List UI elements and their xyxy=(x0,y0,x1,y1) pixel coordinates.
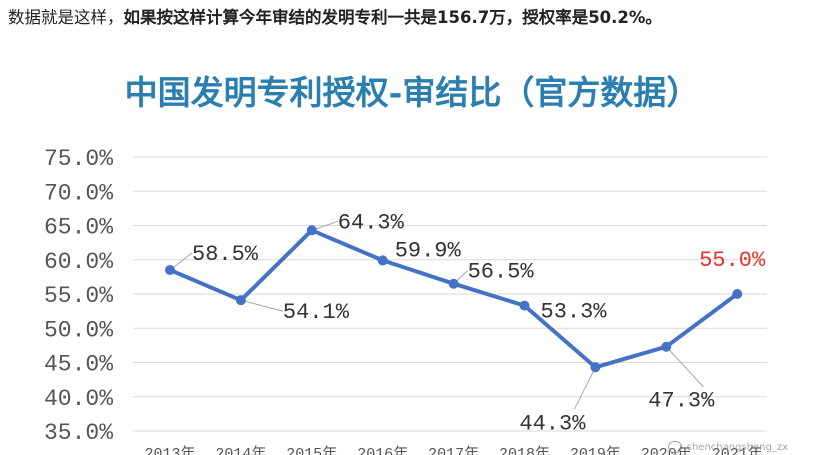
y-tick-label: 55.0% xyxy=(44,283,113,309)
x-tick-label: 2020年 xyxy=(641,445,692,455)
data-label: 53.3% xyxy=(541,300,608,325)
data-point xyxy=(590,362,601,373)
data-point xyxy=(448,278,459,289)
y-tick-label: 60.0% xyxy=(44,249,113,275)
chart-title: 中国发明专利授权-审结比（官方数据） xyxy=(125,73,700,112)
data-markers xyxy=(165,225,743,373)
intro-paragraph: 数据就是这样，如果按这样计算今年审结的发明专利一共是156.7万，授权率是50.… xyxy=(8,4,820,31)
leader-line xyxy=(240,299,284,312)
intro-normal-text: 数据就是这样， xyxy=(8,8,124,27)
x-tick-label: 2019年 xyxy=(570,445,621,455)
y-tick-label: 75.0% xyxy=(44,146,113,172)
leader-line xyxy=(665,346,704,388)
x-tick-label: 2013年 xyxy=(144,445,195,455)
y-tick-label: 50.0% xyxy=(44,317,113,343)
x-tick-label: 2014年 xyxy=(215,445,266,455)
data-point xyxy=(519,300,530,311)
leader-line xyxy=(573,367,596,410)
data-point xyxy=(165,265,175,276)
data-label: 64.3% xyxy=(338,210,405,235)
y-tick-label: 45.0% xyxy=(44,352,113,378)
y-tick-label: 70.0% xyxy=(44,180,113,206)
intro-bold-text: 如果按这样计算今年审结的发明专利一共是156.7万，授权率是50.2%。 xyxy=(123,8,662,27)
data-label: 56.5% xyxy=(468,260,535,285)
gridlines xyxy=(133,156,767,432)
data-point xyxy=(235,295,246,306)
watermark-text: chenchangsheng_zx xyxy=(686,441,788,453)
watermark: chenchangsheng_zx xyxy=(668,441,788,453)
data-label: 47.3% xyxy=(648,389,715,414)
wechat-icon xyxy=(668,441,683,453)
x-tick-label: 2018年 xyxy=(499,445,550,455)
data-point xyxy=(377,255,388,266)
data-label: 58.5% xyxy=(192,242,259,267)
y-tick-label: 40.0% xyxy=(44,386,113,412)
x-tick-label: 2015年 xyxy=(286,445,337,455)
data-point xyxy=(661,341,672,352)
x-tick-label: 2016年 xyxy=(357,445,408,455)
data-point xyxy=(306,225,317,236)
x-tick-label: 2017年 xyxy=(428,445,479,455)
data-labels: 58.5% 54.1% 64.3% 59.9%56.5%53.3% 44.3% 47.3%… xyxy=(192,210,766,436)
data-point xyxy=(732,289,743,299)
data-label: 54.1% xyxy=(283,300,350,325)
x-tick-label: 2021年 xyxy=(712,445,763,455)
y-tick-label: 35.0% xyxy=(44,420,113,446)
data-label: 59.9% xyxy=(395,238,462,263)
y-tick-label: 65.0% xyxy=(44,215,113,241)
data-label: 44.3% xyxy=(519,411,586,436)
data-label: 55.0% xyxy=(699,248,766,273)
y-axis-ticks: 75.0% 70.0% 65.0% 60.0% 55.0% 50.0% 45.0% 40.0%… xyxy=(44,146,113,446)
x-axis-ticks: 2013年 2014年 2015年 2016年 2017年 2018年 2019年 2020年… xyxy=(144,445,762,455)
